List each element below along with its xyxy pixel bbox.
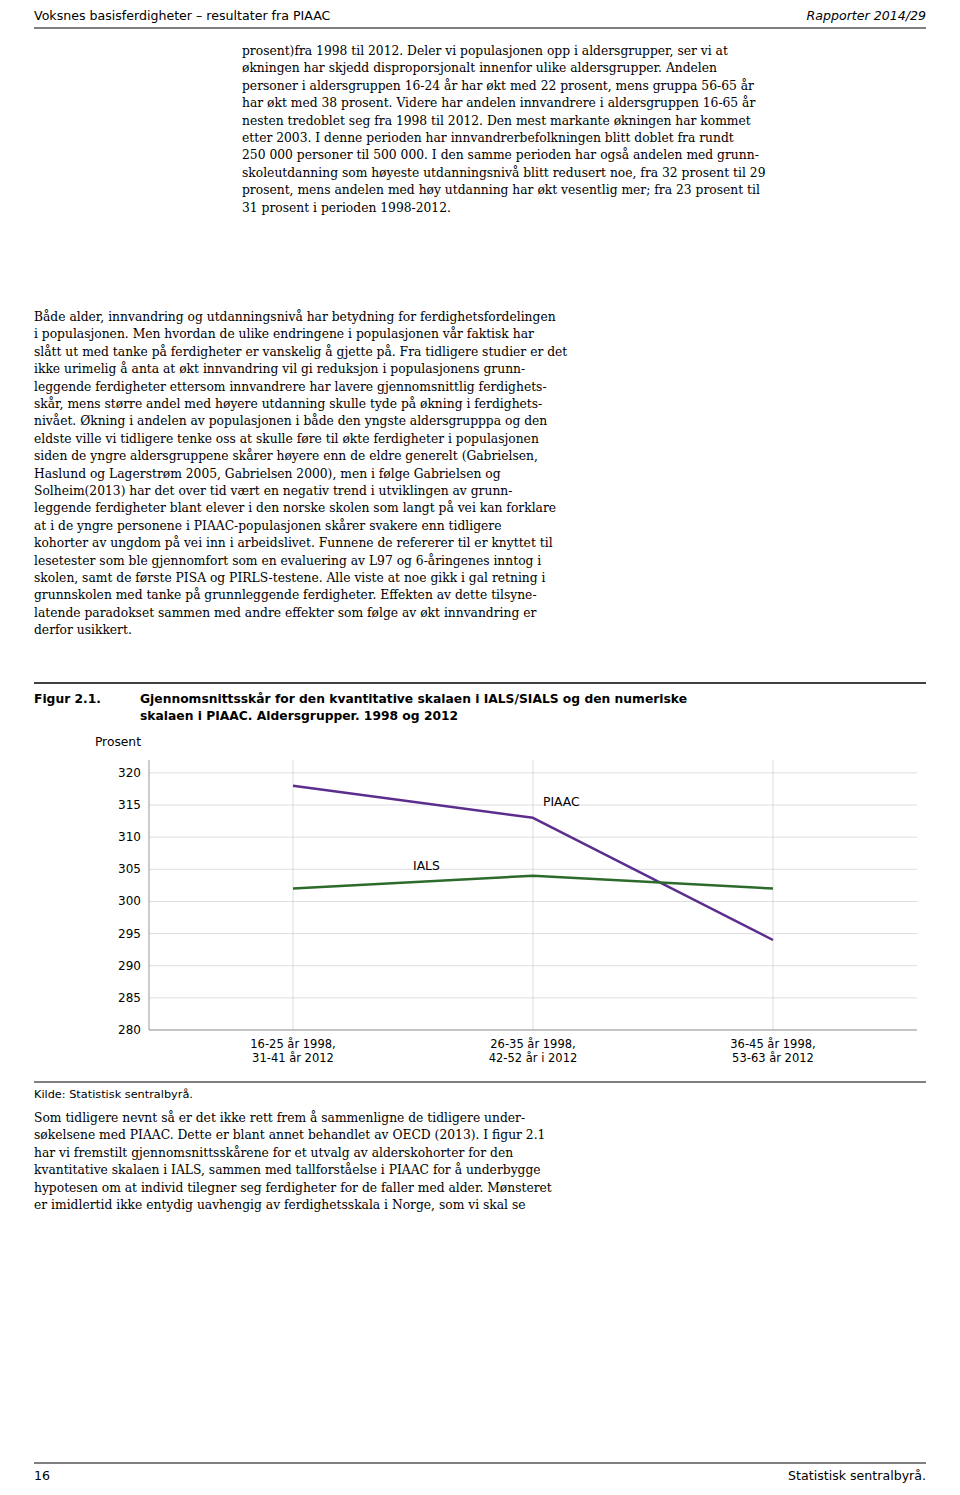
body-text: grunnskolen med tanke på grunnleggende f… xyxy=(34,587,537,602)
body-text: søkelsene med PIAAC. Dette er blant anne… xyxy=(34,1128,545,1142)
body-text: prosent, mens andelen med høy utdanning … xyxy=(242,183,760,197)
body-text: 31 prosent i perioden 1998-2012. xyxy=(242,201,451,215)
y-tick-label: 310 xyxy=(118,830,141,844)
x-tick-label: 36-45 år 1998,53-63 år 2012 xyxy=(730,1037,815,1065)
x-tick-label-line: 36-45 år 1998, xyxy=(730,1037,815,1051)
x-tick-label-line: 53-63 år 2012 xyxy=(732,1051,814,1065)
body-text: kvantitative skalaen i IALS, sammen med … xyxy=(34,1162,541,1177)
y-tick-label: 320 xyxy=(118,766,141,780)
body-text: latende paradokset sammen med andre effe… xyxy=(34,606,537,620)
series-line xyxy=(293,786,773,940)
series-line xyxy=(293,876,773,889)
body-text: eldste ville vi tidligere tenke oss at s… xyxy=(34,432,539,446)
body-text: derfor usikkert. xyxy=(34,623,132,637)
y-axis-label: Prosent xyxy=(95,735,141,749)
header-right: Rapporter 2014/29 xyxy=(806,8,926,23)
body-text: skoleutdanning som høyeste utdanningsniv… xyxy=(242,165,765,180)
chart-title: Gjennomsnittsskår for den kvantitative s… xyxy=(140,692,687,706)
series-label: IALS xyxy=(413,859,440,873)
body-text: prosent)fra 1998 til 2012. Deler vi popu… xyxy=(242,44,728,58)
x-tick-label-line: 42-52 år i 2012 xyxy=(489,1051,578,1065)
body-text: økningen har skjedd disproporsjonalt inn… xyxy=(242,61,717,75)
x-axis-line xyxy=(149,1030,917,1031)
body-text: skår, mens større andel med høyere utdan… xyxy=(34,396,542,411)
y-axis-line xyxy=(149,760,150,1030)
body-text: Solheim(2013) har det over tid vært en n… xyxy=(34,484,512,498)
body-text: leggende ferdigheter blant elever i den … xyxy=(34,500,556,515)
y-tick-label: 305 xyxy=(118,862,141,876)
grid-line-x xyxy=(773,760,774,1030)
series-label: PIAAC xyxy=(543,795,580,809)
x-tick-label-line: 31-41 år 2012 xyxy=(252,1051,334,1065)
page-number: 16 xyxy=(34,1468,50,1483)
body-text: i populasjonen. Men hvordan de ulike end… xyxy=(34,326,534,341)
body-text: Både alder, innvandring og utdanningsniv… xyxy=(34,309,556,324)
body-text: hypotesen om at individ tilegner seg fer… xyxy=(34,1181,552,1195)
body-text: nivået. Økning i andelen av populasjonen… xyxy=(34,413,547,428)
x-tick-label: 26-35 år 1998,42-52 år i 2012 xyxy=(489,1037,578,1065)
body-text: siden de yngre aldersgruppene skårer høy… xyxy=(34,448,538,463)
y-tick-label: 295 xyxy=(118,927,141,941)
y-tick-label: 285 xyxy=(118,991,141,1005)
header-rule xyxy=(34,28,926,29)
body-text: lesetester som ble gjennomfort som en ev… xyxy=(34,553,541,568)
source-text: Kilde: Statistisk sentralbyrå. xyxy=(34,1088,193,1101)
grid-line-y xyxy=(149,1030,917,1031)
body-text: etter 2003. I denne perioden har innvand… xyxy=(242,131,734,145)
footer-right: Statistisk sentralbyrå. xyxy=(788,1468,926,1483)
figure-rule xyxy=(34,682,926,684)
x-tick-label: 16-25 år 1998,31-41 år 2012 xyxy=(250,1037,335,1065)
header-left: Voksnes basisferdigheter – resultater fr… xyxy=(34,8,331,23)
x-tick-label-line: 16-25 år 1998, xyxy=(250,1037,335,1051)
page: Voksnes basisferdigheter – resultater fr… xyxy=(0,0,960,1495)
y-tick-label: 290 xyxy=(118,959,141,973)
body-text: 250 000 personer til 500 000. I den samm… xyxy=(242,147,759,162)
body-text: er imidlertid ikke entydig uavhengig av … xyxy=(34,1198,526,1212)
y-tick-label: 280 xyxy=(118,1023,141,1037)
source-rule xyxy=(34,1082,926,1083)
body-text: nesten tredoblet seg fra 1998 til 2012. … xyxy=(242,114,751,128)
chart: 280 285 290 295 300 305 310 315 320 Prosent 16-25 … xyxy=(95,735,917,1065)
body-text: personer i aldersgruppen 16-24 år har øk… xyxy=(242,78,754,93)
body-text: Haslund og Lagerstrøm 2005, Gabrielsen 2… xyxy=(34,467,501,481)
y-tick-label: 300 xyxy=(118,894,141,908)
body-text: ikke urimelig å anta at økt innvandring … xyxy=(34,361,525,376)
y-tick-label: 315 xyxy=(118,798,141,812)
figure-label: Figur 2.1. xyxy=(34,692,101,706)
chart-title: skalaen i PIAAC. Aldersgrupper. 1998 og … xyxy=(140,709,458,723)
x-tick-label-line: 26-35 år 1998, xyxy=(490,1037,575,1051)
body-text: leggende ferdigheter ettersom innvandrer… xyxy=(34,380,547,394)
body-text: Som tidligere nevnt så er det ikke rett … xyxy=(34,1110,525,1125)
body-text: at i de yngre personene i PIAAC-populasj… xyxy=(34,518,501,533)
series-group xyxy=(293,786,773,940)
body-text: skolen, samt de første PISA og PIRLS-tes… xyxy=(34,571,546,585)
body-text: har økt med 38 prosent. Videre har andel… xyxy=(242,95,755,110)
body-text: har vi fremstilt gjennomsnittsskårene fo… xyxy=(34,1145,513,1160)
grid-line-x xyxy=(533,760,534,1030)
body-text: kohorter av ungdom på vei inn i arbeidsl… xyxy=(34,535,553,550)
grid-line-x xyxy=(293,760,294,1030)
body-text: slått ut med tanke på ferdigheter er van… xyxy=(34,344,567,359)
footer-rule xyxy=(34,1463,926,1464)
